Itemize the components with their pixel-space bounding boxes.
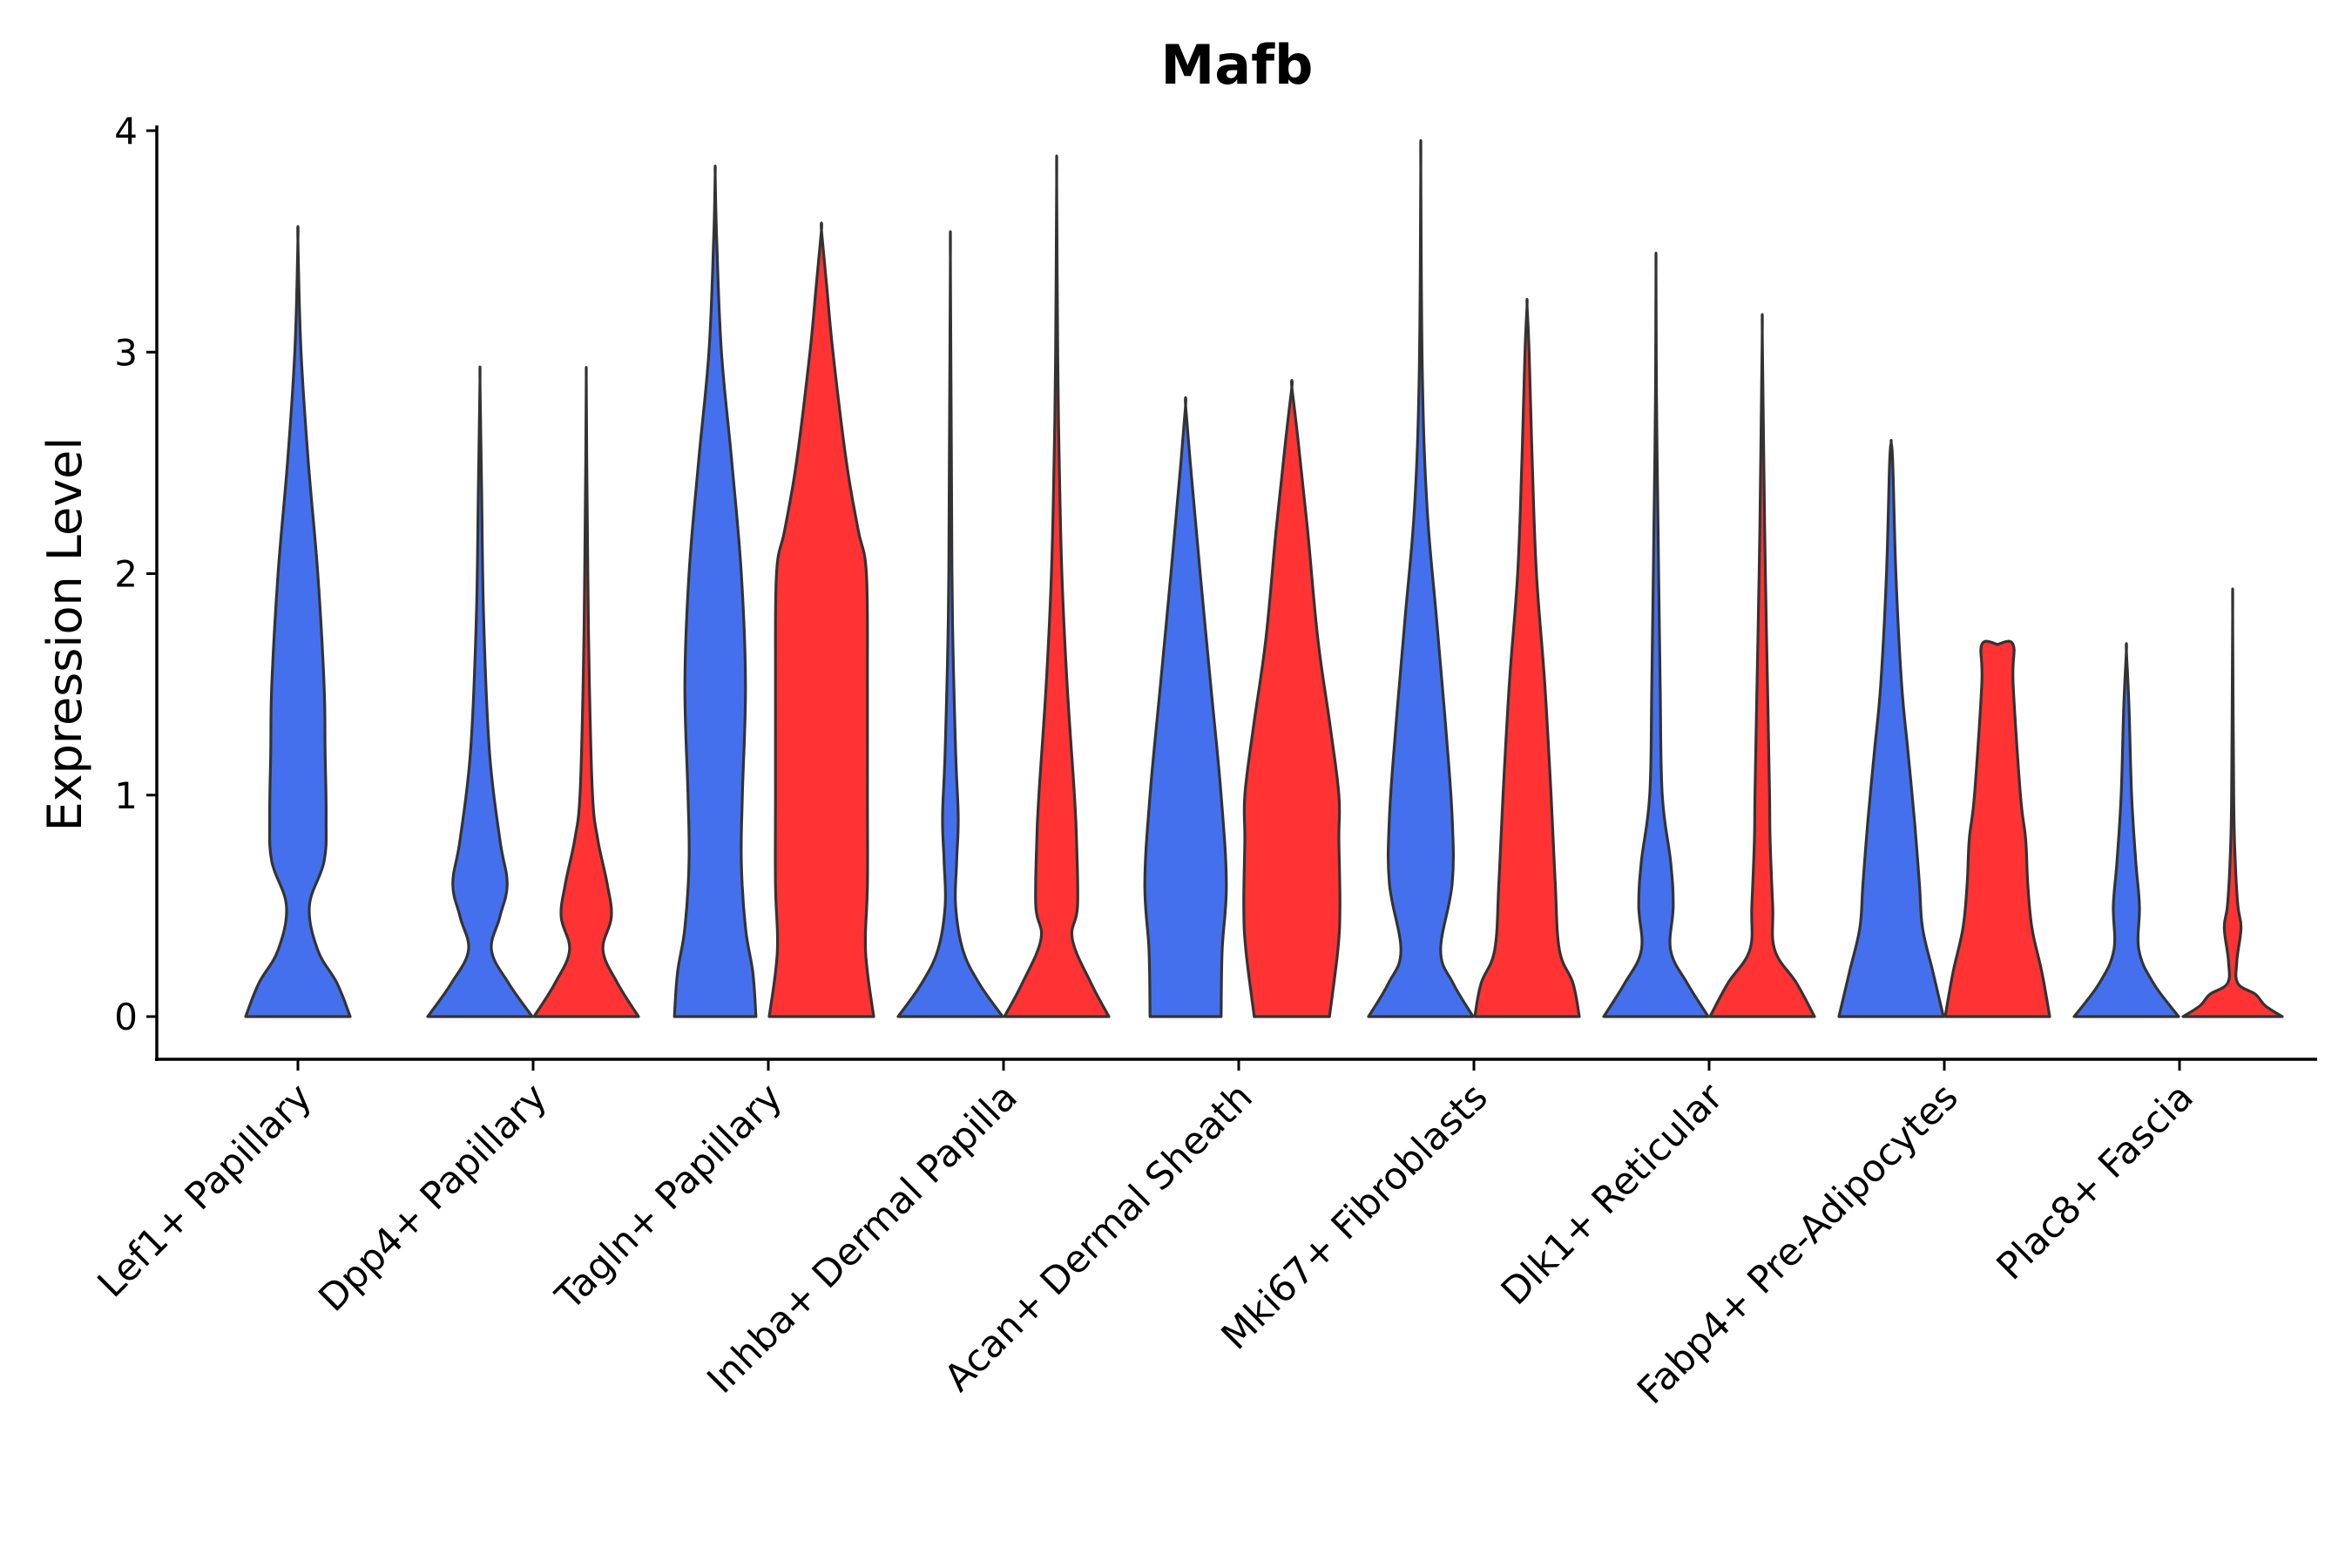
- y-tick-label: 4: [114, 110, 138, 152]
- violin-group1: [672, 164, 758, 1018]
- violin-group1: [426, 365, 534, 1018]
- y-tick-label: 1: [114, 774, 138, 817]
- violin-group1: [1367, 139, 1475, 1018]
- violin-group2: [2181, 587, 2284, 1018]
- y-tick-label: 0: [114, 996, 138, 1038]
- violin-group1: [1837, 438, 1945, 1018]
- axes-layer: [155, 125, 2317, 1061]
- y-axis-label: Expression Level: [37, 437, 92, 832]
- violin-group1: [1143, 395, 1228, 1018]
- x-category-label: Plac8+ Fascia: [1989, 1075, 2202, 1288]
- violin-group2: [1003, 154, 1111, 1018]
- violin-group2: [1473, 298, 1581, 1018]
- x-category-label: Lef1+ Papillary: [90, 1075, 321, 1306]
- violin-group2: [767, 221, 875, 1018]
- violin-group1: [896, 230, 1004, 1018]
- x-category-label: Dpp4+ Papillary: [311, 1075, 556, 1320]
- x-category-label: Tagln+ Papillary: [547, 1075, 791, 1319]
- violin-group1: [1602, 252, 1710, 1018]
- y-tick-label: 3: [114, 331, 138, 374]
- chart-title: Mafb: [1161, 33, 1314, 97]
- violins-layer: [244, 139, 2284, 1018]
- y-tick-label: 2: [114, 553, 138, 596]
- y-ticks: 0 1 2 3 4: [114, 110, 157, 1038]
- violin-group2: [1708, 313, 1816, 1018]
- x-category-label: Dlk1+ Reticular: [1493, 1075, 1732, 1314]
- x-category-label: Mki67+ Fibroblasts: [1213, 1075, 1497, 1358]
- violin-group1: [2072, 642, 2180, 1018]
- violin-group2: [1943, 639, 2051, 1018]
- violin-group2: [1242, 379, 1342, 1018]
- violin-group2: [532, 366, 640, 1018]
- violin-group1: [244, 225, 352, 1018]
